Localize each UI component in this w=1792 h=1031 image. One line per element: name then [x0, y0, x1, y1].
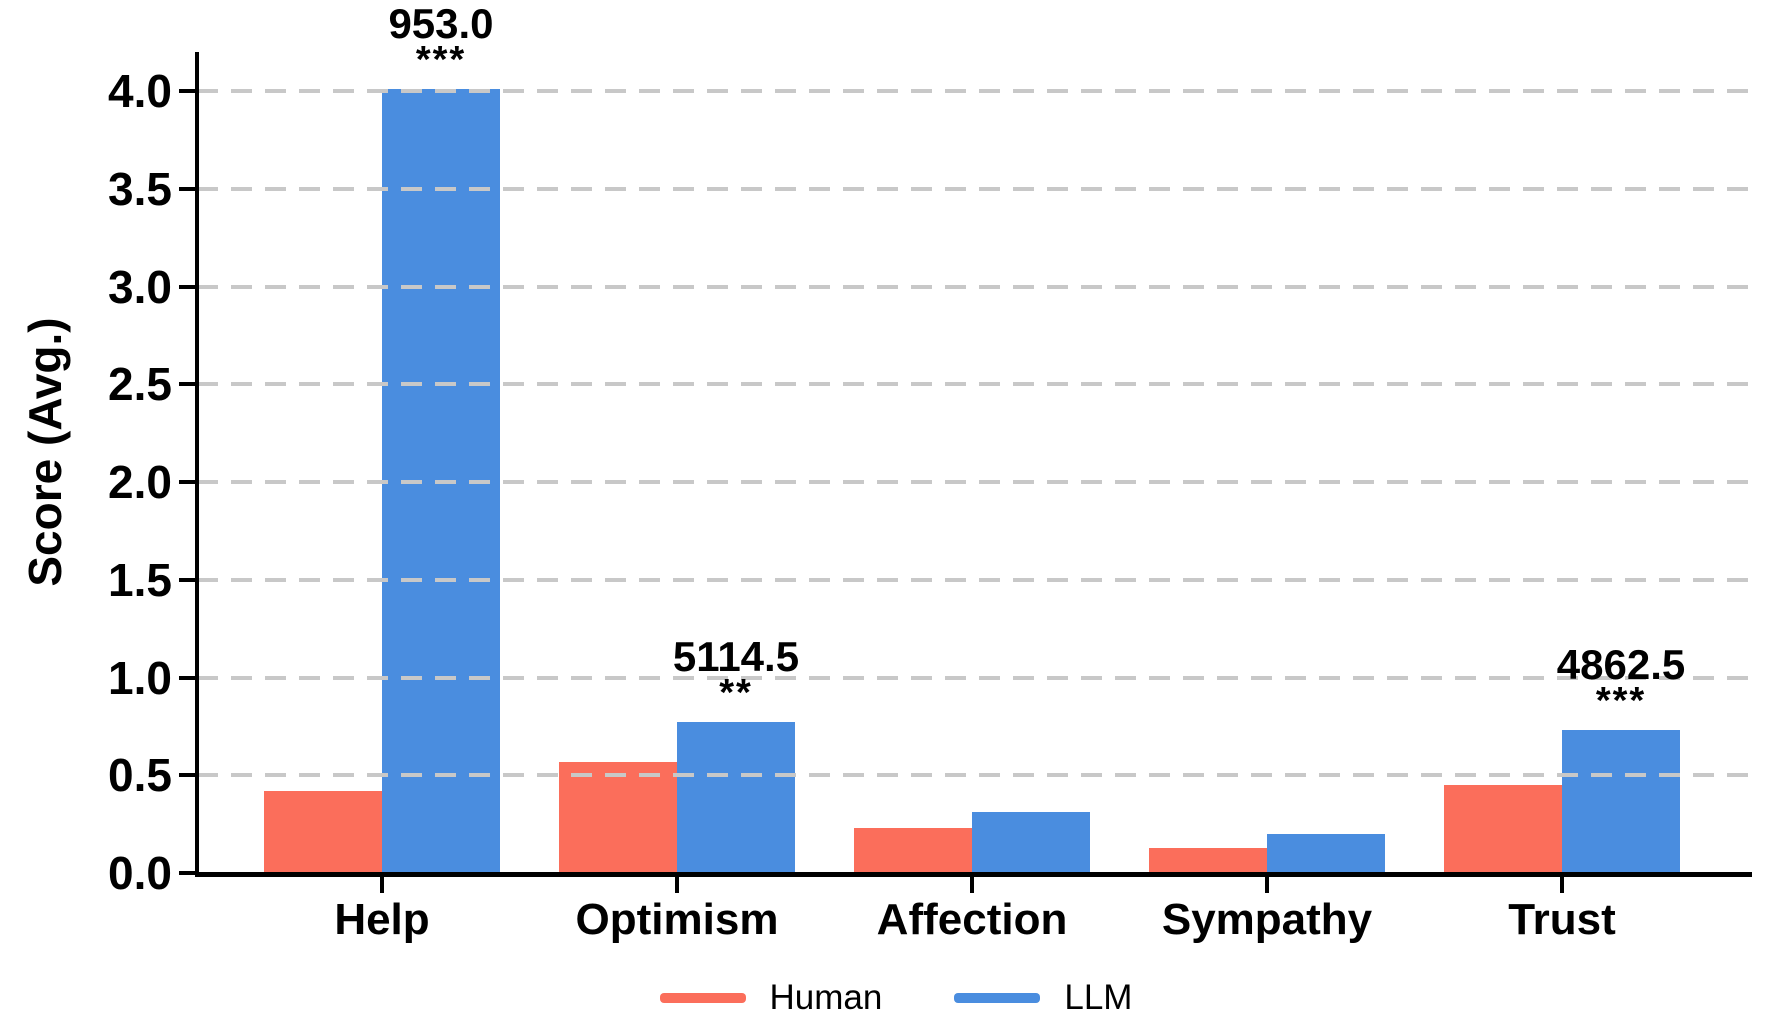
y-tick-label: 1.0	[108, 651, 172, 704]
y-tick-label: 1.5	[108, 553, 172, 606]
y-tick-label: 3.0	[108, 260, 172, 313]
y-axis-title: Score (Avg.)	[19, 317, 71, 587]
significance-stars: **	[719, 672, 753, 715]
y-axis-spine	[195, 52, 199, 875]
significance-annotation-optimism: 5114.5 **	[576, 633, 896, 715]
significance-stars: ***	[1595, 680, 1647, 723]
x-tick-optimism	[675, 877, 679, 893]
y-gridline-3.5	[197, 186, 1750, 191]
stat-value: 953.0	[388, 0, 494, 48]
legend-item-human: Human	[659, 978, 883, 1018]
y-tick-0.0	[179, 871, 195, 875]
llm-legend-label: LLM	[1064, 978, 1133, 1017]
y-tick-1.0	[179, 675, 195, 680]
y-tick-2.5	[179, 382, 195, 387]
y-gridline-3.0	[197, 284, 1750, 289]
y-tick-label: 3.5	[108, 162, 172, 215]
y-tick-3.0	[179, 284, 195, 289]
bar-llm-trust	[1562, 730, 1680, 873]
x-tick-label-help: Help	[334, 895, 430, 944]
bar-llm-affection	[972, 812, 1090, 873]
human-legend-label: Human	[769, 978, 883, 1017]
x-tick-label-optimism: Optimism	[575, 895, 779, 944]
bar-human-trust	[1444, 785, 1562, 873]
legend-item-llm: LLM	[954, 978, 1132, 1018]
y-gridline-2.5	[197, 382, 1750, 387]
y-tick-label: 2.0	[108, 456, 172, 508]
y-gridline-4.0	[197, 89, 1750, 93]
significance-annotation-help: 953.0 ***	[281, 0, 601, 82]
y-gridline-1.5	[197, 577, 1750, 582]
significance-annotation-trust: 4862.5 ***	[1461, 641, 1781, 723]
x-axis-spine	[195, 872, 1752, 877]
y-tick-label: 0.0	[108, 847, 172, 899]
y-gridline-2.0	[197, 480, 1750, 484]
y-gridline-1.0	[197, 675, 1750, 680]
y-tick-label: 4.0	[108, 65, 172, 117]
x-tick-affection	[970, 877, 974, 893]
chart-legend: Human LLM	[0, 978, 1792, 1018]
stat-value: 5114.5	[672, 633, 800, 681]
x-tick-sympathy	[1265, 877, 1269, 893]
y-tick-label: 2.5	[108, 358, 172, 411]
x-tick-label-affection: Affection	[876, 895, 1068, 944]
llm-legend-swatch	[954, 993, 1041, 1003]
y-tick-label: 0.5	[108, 749, 172, 802]
y-tick-3.5	[179, 186, 195, 191]
y-tick-0.5	[179, 773, 195, 778]
bar-human-optimism	[559, 761, 677, 873]
significance-stars: ***	[415, 39, 467, 82]
bar-human-affection	[854, 828, 972, 873]
y-tick-2.0	[179, 480, 195, 484]
y-tick-4.0	[179, 89, 195, 93]
x-tick-label-sympathy: Sympathy	[1161, 895, 1373, 944]
bar-human-help	[264, 790, 382, 873]
x-tick-trust	[1560, 877, 1564, 893]
x-tick-help	[380, 877, 384, 893]
human-legend-swatch	[659, 993, 746, 1003]
bar-llm-optimism	[677, 722, 795, 873]
bar-llm-sympathy	[1267, 833, 1385, 873]
stat-value: 4862.5	[1556, 641, 1686, 689]
x-tick-label-trust: Trust	[1508, 895, 1616, 944]
y-gridline-0.5	[197, 773, 1750, 778]
bar-human-sympathy	[1149, 847, 1267, 873]
y-tick-1.5	[179, 577, 195, 582]
